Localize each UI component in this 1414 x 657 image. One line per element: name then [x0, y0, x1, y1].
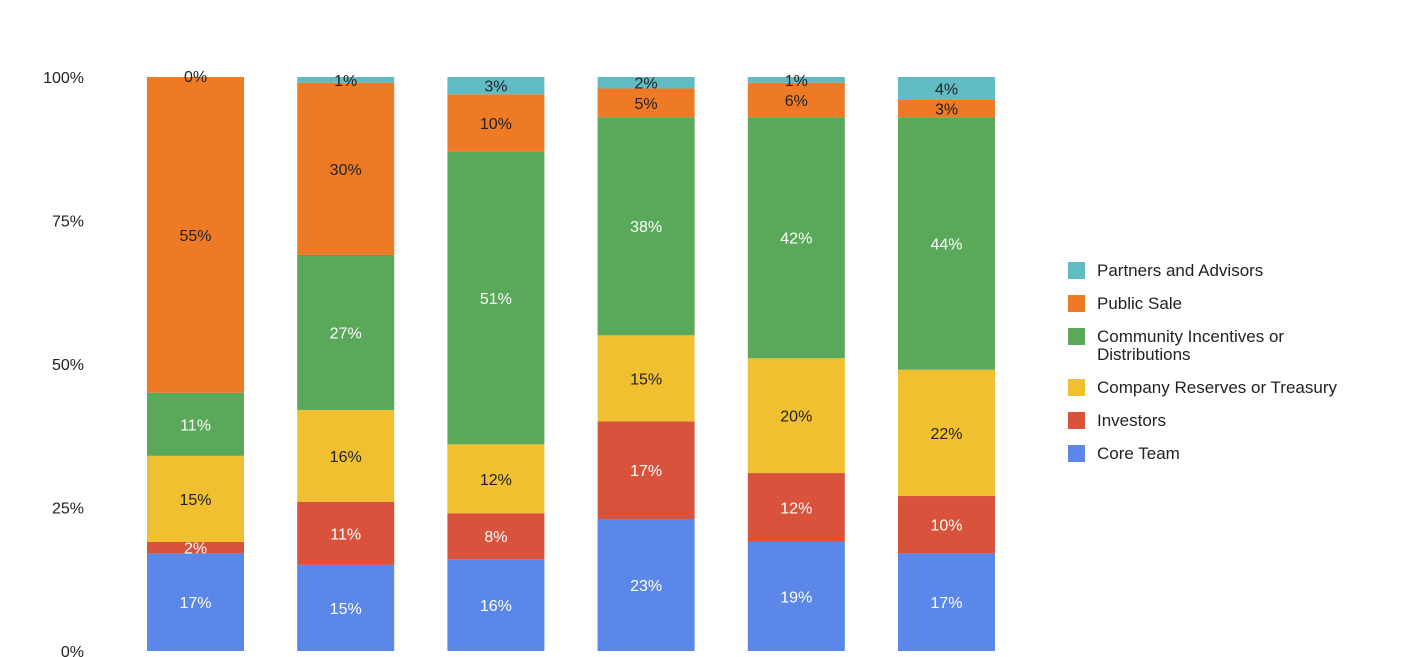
- y-tick-label: 25%: [52, 501, 84, 518]
- bar-segment: [898, 553, 995, 651]
- data-label: 2%: [184, 541, 207, 558]
- bar-segment: [297, 77, 395, 83]
- data-label: 30%: [330, 162, 362, 179]
- y-tick-label: 50%: [52, 357, 84, 374]
- data-label: 1%: [785, 73, 808, 90]
- bar-segment: [597, 335, 695, 422]
- data-label: 0%: [184, 69, 207, 86]
- bar-segment: [597, 88, 695, 118]
- bar-segment: [447, 77, 545, 95]
- bar-segment: [747, 473, 845, 542]
- legend-swatch: [1068, 412, 1085, 429]
- data-label: 11%: [180, 417, 211, 434]
- data-label: 15%: [179, 492, 211, 509]
- data-label: 55%: [179, 228, 211, 245]
- bar-segment: [297, 254, 395, 410]
- data-label: 19%: [780, 589, 812, 606]
- bar-segment: [747, 358, 845, 474]
- bar-segment: [898, 77, 995, 100]
- data-label: 44%: [930, 236, 962, 253]
- legend-label: Partners and Advisors: [1097, 261, 1263, 280]
- legend-label: Community Incentives or Distributions: [1097, 327, 1284, 364]
- data-label: 10%: [930, 518, 962, 535]
- bar-segment: [597, 518, 695, 651]
- data-label: 16%: [480, 598, 512, 615]
- data-label: 11%: [330, 526, 361, 543]
- bar-segment: [447, 444, 545, 514]
- data-label: 17%: [930, 595, 962, 612]
- legend-label: Investors: [1097, 411, 1166, 430]
- legend-swatch: [1068, 445, 1085, 462]
- data-label: 17%: [179, 595, 211, 612]
- data-label: 3%: [935, 102, 958, 119]
- data-label: 6%: [785, 93, 808, 110]
- bar-segment: [898, 117, 995, 370]
- bar-segment: [447, 513, 545, 560]
- bar-segment: [597, 77, 695, 89]
- data-label: 4%: [935, 81, 958, 98]
- bar-segment: [297, 82, 395, 255]
- data-label: 51%: [480, 291, 512, 308]
- bar-segment: [747, 77, 845, 83]
- bar-segment: [747, 117, 845, 359]
- bar-segment: [147, 455, 244, 542]
- bar-segment: [447, 151, 545, 445]
- bar-segment: [147, 392, 244, 456]
- bar-segment: [147, 77, 244, 393]
- bar-segment: [747, 82, 845, 118]
- data-label: 22%: [930, 426, 962, 443]
- bar-segment: [447, 94, 545, 152]
- legend-swatch: [1068, 262, 1085, 279]
- data-label: 3%: [484, 79, 507, 96]
- data-label: 27%: [330, 325, 362, 342]
- legend-swatch: [1068, 379, 1085, 396]
- data-label: 16%: [330, 449, 362, 466]
- y-tick-label: 0%: [61, 644, 84, 657]
- bar-segment: [297, 409, 395, 502]
- data-label: 8%: [484, 529, 507, 546]
- bar-segment: [147, 553, 244, 651]
- bar-segment: [898, 99, 995, 118]
- bar-segment: [898, 496, 995, 554]
- legend-label: Core Team: [1097, 444, 1180, 463]
- data-label: 1%: [334, 73, 357, 90]
- data-label: 10%: [480, 116, 512, 133]
- data-label: 38%: [630, 219, 662, 236]
- bar-segment: [297, 501, 395, 565]
- data-label: 15%: [330, 601, 362, 618]
- legend-swatch: [1068, 295, 1085, 312]
- data-label: 12%: [780, 501, 812, 518]
- data-label: 15%: [630, 371, 662, 388]
- legend-swatch: [1068, 328, 1085, 345]
- legend-label: Public Sale: [1097, 294, 1182, 313]
- y-tick-label: 100%: [43, 70, 84, 87]
- data-label: 2%: [635, 76, 658, 93]
- bar-segment: [597, 421, 695, 519]
- bar-segment: [597, 117, 695, 336]
- data-label: 5%: [635, 96, 658, 113]
- bar-segment: [297, 564, 395, 651]
- data-label: 42%: [780, 231, 812, 248]
- bar-segment: [447, 559, 545, 651]
- legend-label: Company Reserves or Treasury: [1097, 378, 1337, 397]
- bar-segment: [147, 541, 244, 554]
- bar-segment: [898, 369, 995, 497]
- data-label: 12%: [480, 472, 512, 489]
- data-label: 20%: [780, 409, 812, 426]
- data-label: 23%: [630, 578, 662, 595]
- data-label: 17%: [630, 463, 662, 480]
- bar-segment: [747, 541, 845, 651]
- y-tick-label: 75%: [52, 214, 84, 231]
